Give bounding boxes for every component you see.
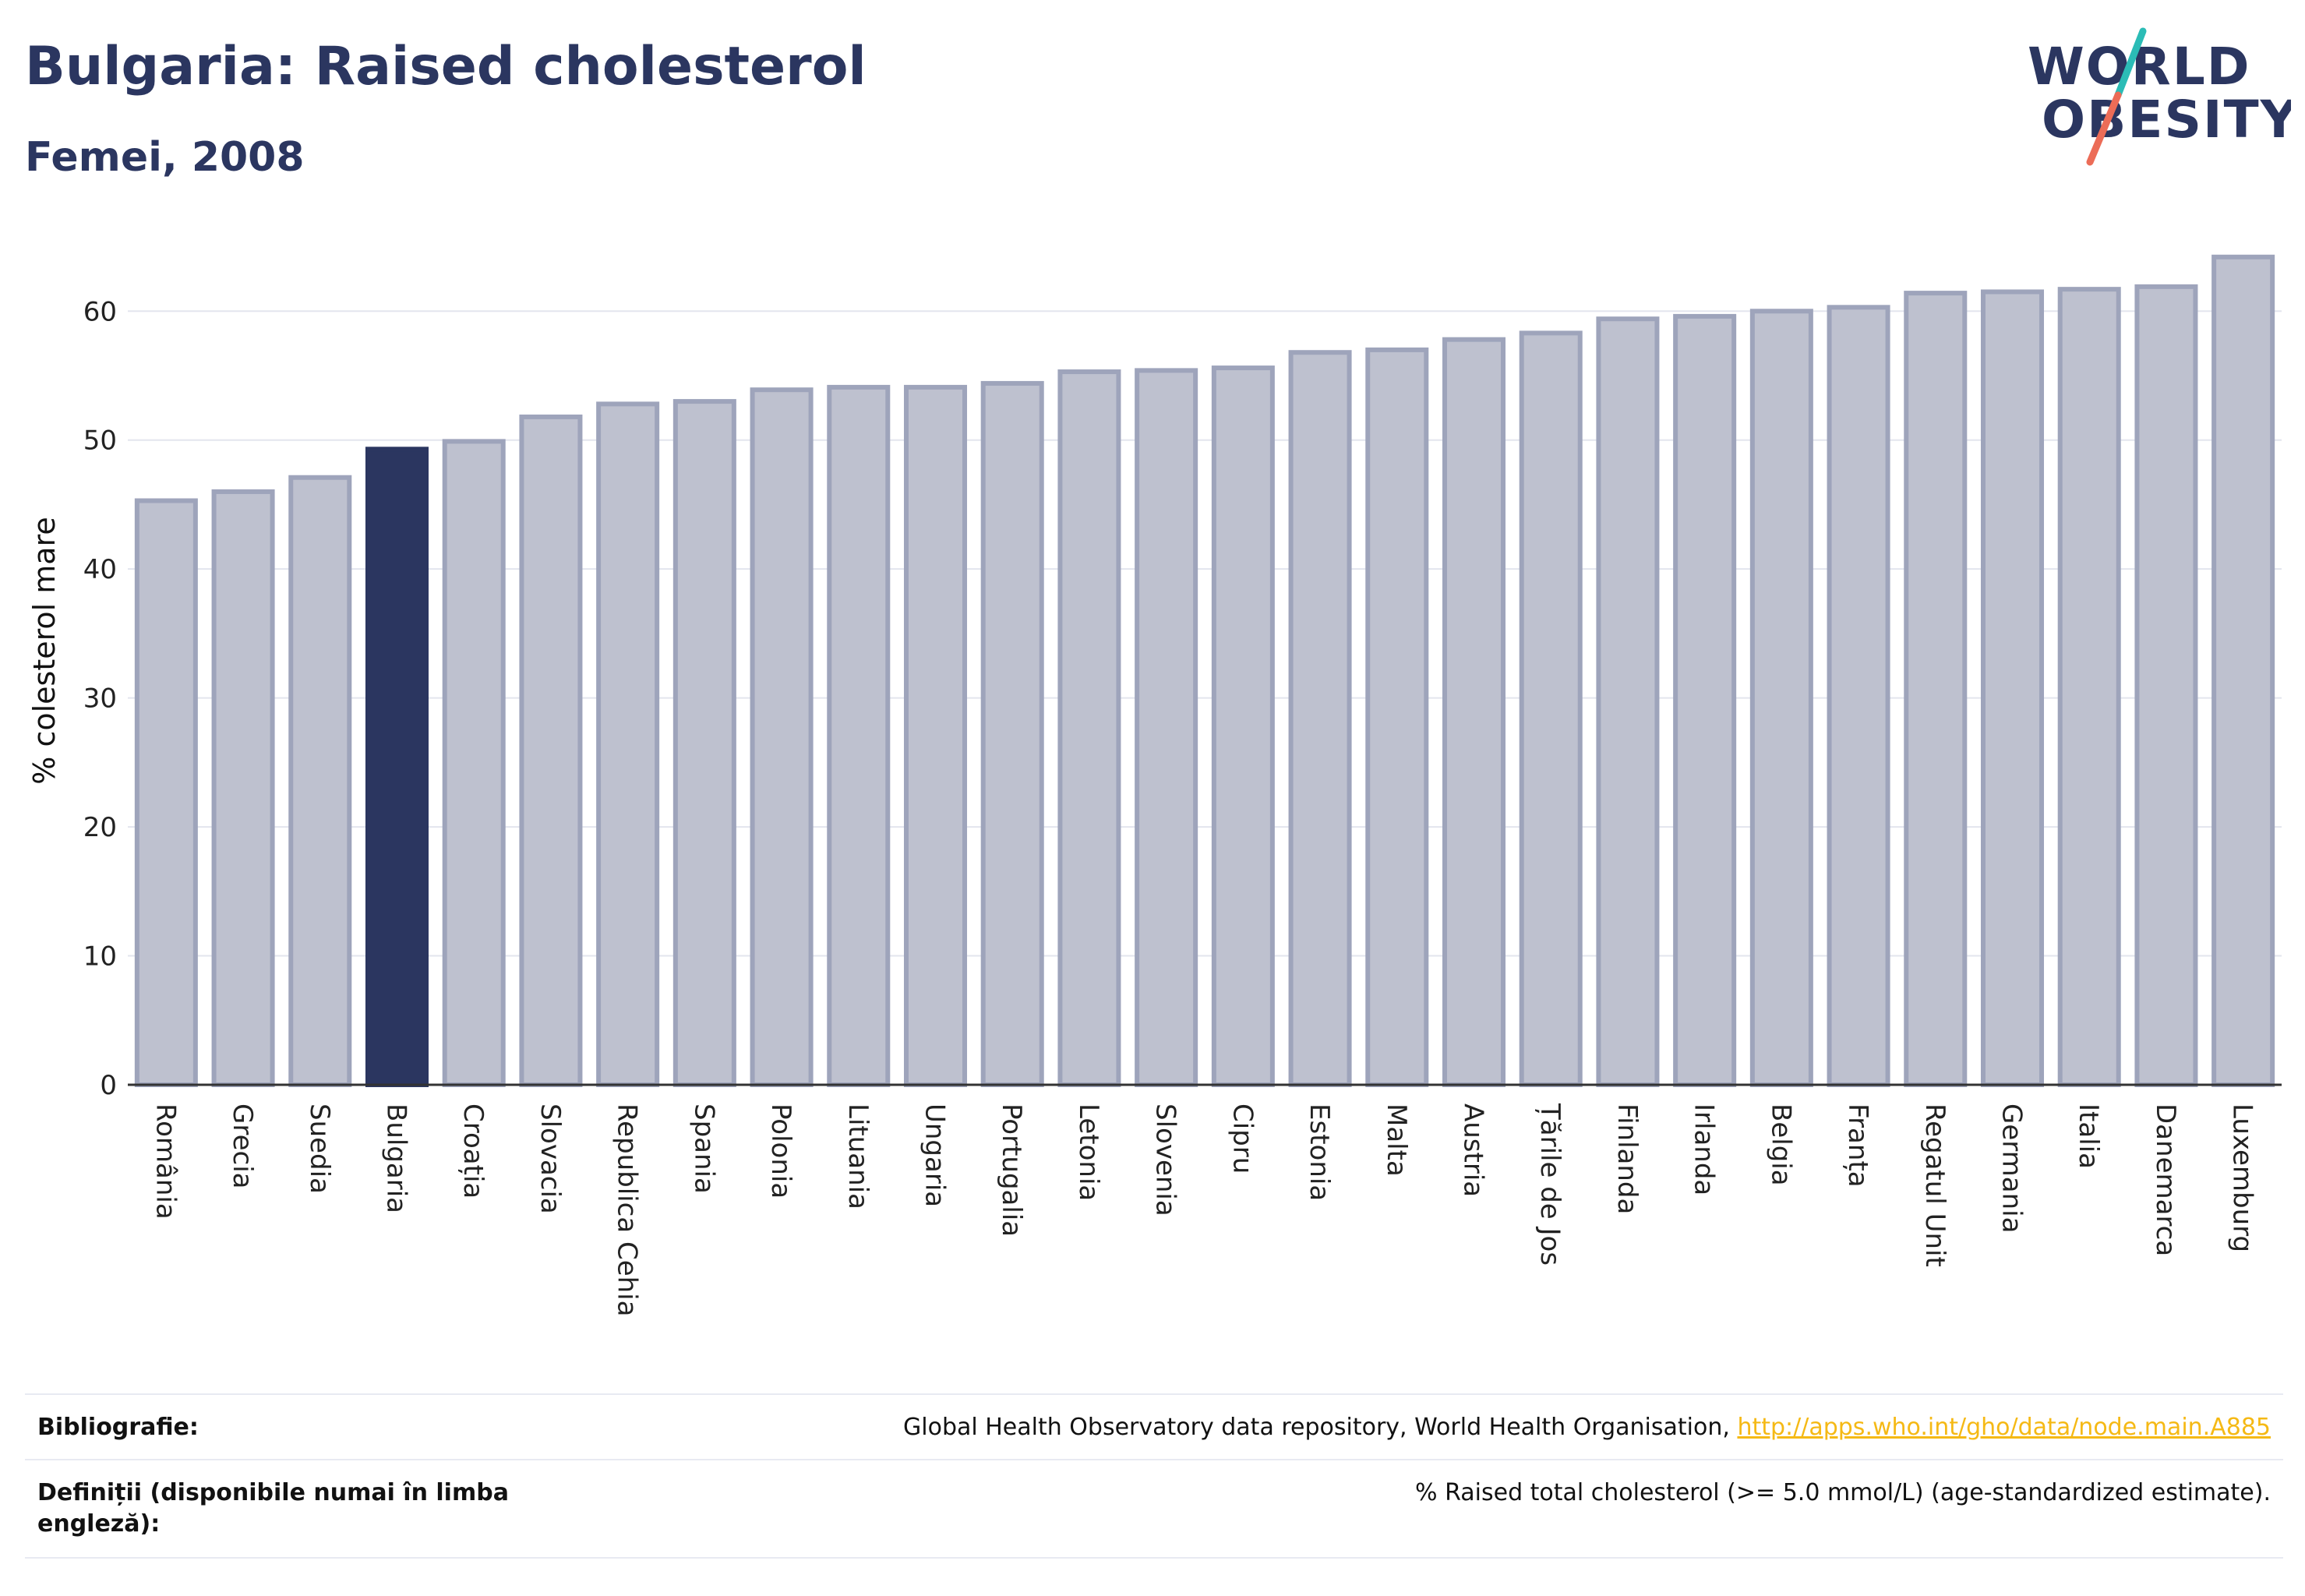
x-tick-label: Estonia [1304,1103,1335,1201]
bar [211,489,275,1087]
x-tick-label: Austria [1458,1103,1489,1197]
bar [1749,309,1813,1088]
y-tick-label: 40 [83,554,117,585]
logo-slash-coral [2086,91,2122,166]
x-tick-label: Letonia [1073,1103,1104,1201]
x-tick-label: Cipru [1227,1103,1258,1174]
x-tick-label: Lituania [842,1103,874,1209]
bar [1596,316,1660,1087]
y-tick-label: 20 [83,812,117,843]
bar-highlight [365,447,429,1087]
page-title: Bulgaria: Raised cholesterol [25,36,867,97]
x-tick-label: Slovacia [535,1103,566,1214]
definitions-label: Definiții (disponibile numai în limba en… [37,1479,509,1538]
y-tick-labels: 0 10 20 30 40 50 60 [83,296,117,1101]
x-tick-label: Irlanda [1689,1103,1720,1195]
logo-slash-teal [2114,27,2147,99]
logo-line-obesity: OBESITY [2042,90,2291,150]
bibliography-text: Global Health Observatory data repositor… [903,1414,1738,1441]
bibliography-link[interactable]: http://apps.who.int/gho/data/node.main.A… [1737,1414,2271,1441]
bar [903,384,968,1087]
bar [1442,337,1506,1087]
bar [1057,369,1121,1087]
y-axis-label: % colesterol mare [27,517,62,784]
bars [134,254,2275,1088]
x-tick-labels: România Grecia Suedia Bulgaria Croația Slovac… [150,1103,2257,1316]
x-tick-label: Regatul Unit [1919,1103,1950,1267]
bar [1135,368,1198,1087]
page-subtitle: Femei, 2008 [25,134,305,181]
x-tick-label: România [150,1103,181,1220]
x-tick-label: Spania [688,1103,719,1194]
bar [672,399,736,1087]
bar [288,475,352,1087]
x-tick-label: Finlanda [1611,1103,1643,1214]
bar [1673,313,1737,1087]
bar [596,401,660,1087]
bar [1211,365,1275,1087]
x-tick-label: Germania [1996,1103,2028,1233]
y-tick-label: 0 [100,1070,117,1101]
y-tick-label: 60 [83,296,117,327]
x-tick-label: Franța [1842,1103,1873,1188]
bar [980,380,1044,1088]
x-tick-label: Țările de Jos [1534,1103,1565,1266]
footer-bibliography-row: Bibliografie: Global Health Observatory … [25,1393,2283,1460]
y-tick-label: 10 [83,941,117,973]
x-tick-label: Croația [457,1103,489,1199]
definitions-value: % Raised total cholesterol (>= 5.0 mmol/… [1415,1479,2271,1506]
bar [134,498,198,1087]
bar [1288,350,1352,1087]
x-tick-label: Bulgaria [381,1103,412,1213]
bar [1904,291,1968,1088]
x-tick-label: Portugalia [996,1103,1027,1237]
bar [2211,254,2275,1087]
bar [1980,289,2045,1088]
x-tick-label: Danemarca [2150,1103,2181,1256]
y-tick-label: 30 [83,683,117,715]
bar [750,387,814,1087]
bar [827,384,891,1087]
x-tick-label: Slovenia [1150,1103,1181,1216]
x-tick-label: Malta [1381,1103,1412,1177]
bar [2134,284,2198,1088]
bar [1827,305,1890,1087]
x-tick-label: Luxemburg [2227,1103,2258,1252]
x-tick-label: Republica Cehia [612,1103,643,1316]
bar-chart: 0 10 20 30 40 50 60 România Grecia Suedia Bulgari… [27,254,2282,1316]
x-tick-label: Ungaria [920,1103,951,1207]
bar [2057,287,2121,1087]
y-tick-label: 50 [83,425,117,457]
bibliography-label: Bibliografie: [37,1414,199,1441]
x-tick-label: Grecia [227,1103,258,1188]
bar [442,439,506,1087]
footer-definitions-row: Definiții (disponibile numai în limba en… [25,1459,2283,1559]
x-tick-label: Italia [2073,1103,2104,1169]
world-obesity-logo: WORLD OBESITY [2028,27,2291,166]
x-tick-label: Belgia [1765,1103,1796,1186]
bar [1519,330,1583,1087]
bar [1365,347,1429,1087]
bar [519,414,583,1087]
x-tick-label: Suedia [304,1103,335,1194]
bibliography-value: Global Health Observatory data repositor… [903,1412,2271,1443]
x-tick-label: Polonia [765,1103,796,1199]
